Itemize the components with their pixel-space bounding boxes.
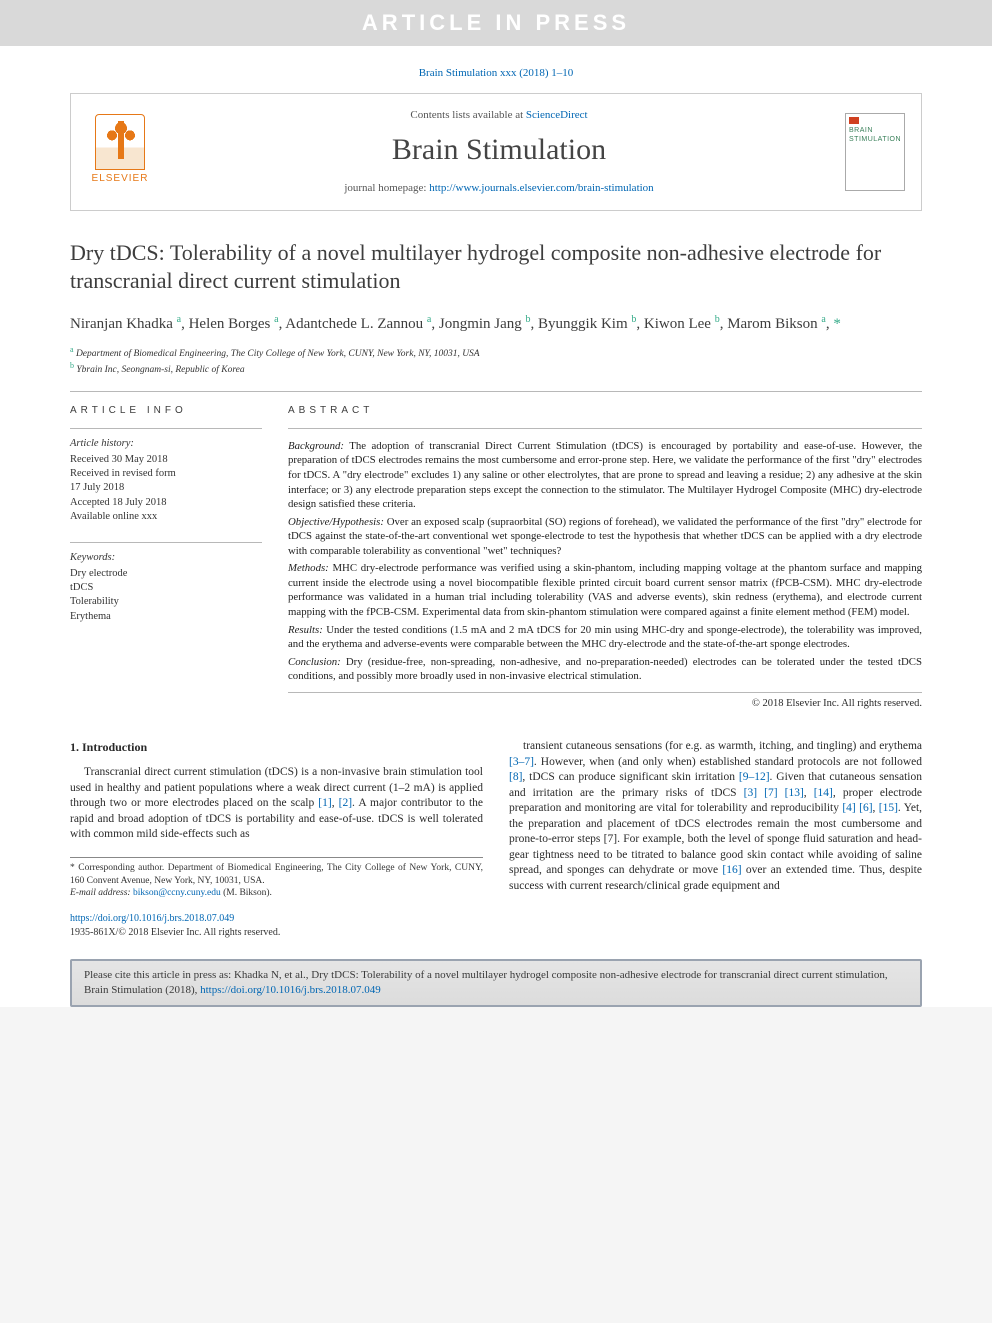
citation-top: Brain Stimulation xxx (2018) 1–10 (70, 66, 922, 81)
abstract-section: Results: Under the tested conditions (1.… (288, 623, 922, 652)
abstract-heading: ABSTRACT (288, 404, 922, 418)
elsevier-tree-icon (95, 114, 145, 170)
abstract-section: Objective/Hypothesis: Over an exposed sc… (288, 515, 922, 559)
keywords-block: Keywords: Dry electrodetDCSTolerabilityE… (70, 542, 262, 624)
email-link[interactable]: bikson@ccny.cuny.edu (133, 888, 221, 898)
info-abstract-row: ARTICLE INFO Article history: Received 3… (70, 404, 922, 711)
doi-link[interactable]: https://doi.org/10.1016/j.brs.2018.07.04… (70, 913, 234, 924)
cover-brand1: BRAIN (849, 126, 901, 135)
history-line: Received 30 May 2018 (70, 453, 262, 467)
doi-block: https://doi.org/10.1016/j.brs.2018.07.04… (70, 912, 483, 939)
citation-ref[interactable]: [3] (744, 787, 757, 799)
citation-ref[interactable]: [7] (764, 787, 777, 799)
homepage-link[interactable]: http://www.journals.elsevier.com/brain-s… (429, 182, 653, 194)
intro-para-1: Transcranial direct current stimulation … (70, 765, 483, 843)
citation-ref[interactable]: [13] (785, 787, 804, 799)
homepage-line: journal homepage: http://www.journals.el… (167, 181, 831, 196)
page-content: Brain Stimulation xxx (2018) 1–10 ELSEVI… (0, 46, 992, 950)
homepage-prefix: journal homepage: (344, 182, 429, 194)
article-in-press-banner: ARTICLE IN PRESS (0, 0, 992, 46)
history-line: Available online xxx (70, 510, 262, 524)
citation-ref[interactable]: [2] (339, 797, 352, 809)
article-info-col: ARTICLE INFO Article history: Received 3… (70, 404, 262, 711)
page-root: ARTICLE IN PRESS Brain Stimulation xxx (… (0, 0, 992, 1007)
email-line: E-mail address: bikson@ccny.cuny.edu (M.… (70, 887, 483, 900)
author: Jongmin Jang b (439, 316, 531, 332)
intro-heading: 1. Introduction (70, 739, 483, 755)
corr-text: Corresponding author. Department of Biom… (70, 863, 483, 886)
citation-ref[interactable]: [8] (509, 771, 522, 783)
body-columns: 1. Introduction Transcranial direct curr… (70, 739, 922, 939)
email-name: (M. Bikson). (223, 888, 272, 898)
email-label: E-mail address: (70, 888, 131, 898)
issn-line: 1935-861X/© 2018 Elsevier Inc. All right… (70, 927, 280, 938)
cover-brand2: STIMULATION (849, 135, 901, 144)
journal-center: Contents lists available at ScienceDirec… (167, 108, 831, 196)
citation-ref[interactable]: [15] (879, 802, 898, 814)
affiliation-a-text: Department of Biomedical Engineering, Th… (76, 350, 480, 360)
abstract-body: Background: The adoption of transcranial… (288, 428, 922, 684)
keyword: tDCS (70, 581, 262, 595)
citation-ref[interactable]: [1] (318, 797, 331, 809)
keyword-lines: Dry electrodetDCSTolerabilityErythema (70, 567, 262, 624)
author: Niranjan Khadka a (70, 316, 181, 332)
contents-prefix: Contents lists available at (410, 109, 525, 121)
cite-this-article-box: Please cite this article in press as: Kh… (70, 959, 922, 1007)
article-info-heading: ARTICLE INFO (70, 404, 262, 418)
article-history: Article history: Received 30 May 2018Rec… (70, 428, 262, 524)
citation-ref[interactable]: [9–12] (739, 771, 770, 783)
affiliation-b: b Ybrain Inc, Seongnam-si, Republic of K… (70, 361, 922, 377)
elsevier-logo: ELSEVIER (87, 114, 153, 190)
affiliations: a Department of Biomedical Engineering, … (70, 345, 922, 377)
corresponding-note: * Corresponding author. Department of Bi… (70, 862, 483, 888)
elsevier-label: ELSEVIER (92, 172, 149, 186)
abstract-section: Methods: MHC dry-electrode performance w… (288, 561, 922, 619)
history-line: 17 July 2018 (70, 481, 262, 495)
keywords-label: Keywords: (70, 551, 262, 565)
author: Helen Borges a (189, 316, 279, 332)
sciencedirect-link[interactable]: ScienceDirect (526, 109, 588, 121)
footnotes: * Corresponding author. Department of Bi… (70, 857, 483, 900)
separator (70, 391, 922, 392)
keyword: Erythema (70, 610, 262, 624)
history-line: Received in revised form (70, 467, 262, 481)
affiliation-b-text: Ybrain Inc, Seongnam-si, Republic of Kor… (76, 366, 244, 376)
intro-para-2: transient cutaneous sensations (for e.g.… (509, 739, 922, 894)
abstract-copyright: © 2018 Elsevier Inc. All rights reserved… (288, 692, 922, 711)
history-lines: Received 30 May 2018Received in revised … (70, 453, 262, 524)
journal-header-box: ELSEVIER Contents lists available at Sci… (70, 93, 922, 211)
citation-ref[interactable]: [4] (842, 802, 855, 814)
keyword: Dry electrode (70, 567, 262, 581)
author: Kiwon Lee b (644, 316, 720, 332)
article-title: Dry tDCS: Tolerability of a novel multil… (70, 239, 922, 296)
journal-title: Brain Stimulation (167, 130, 831, 171)
abstract-section: Background: The adoption of transcranial… (288, 439, 922, 512)
keyword: Tolerability (70, 595, 262, 609)
body-col-right: transient cutaneous sensations (for e.g.… (509, 739, 922, 939)
contents-line: Contents lists available at ScienceDirec… (167, 108, 831, 123)
abstract-col: ABSTRACT Background: The adoption of tra… (288, 404, 922, 711)
cover-flag-icon (849, 117, 859, 124)
body-col-left: 1. Introduction Transcranial direct curr… (70, 739, 483, 939)
citation-ref[interactable]: [3–7] (509, 756, 534, 768)
author: Adantchede L. Zannou a (285, 316, 431, 332)
citation-ref[interactable]: [6] (859, 802, 872, 814)
cite-box-doi-link[interactable]: https://doi.org/10.1016/j.brs.2018.07.04… (200, 984, 381, 996)
abstract-section: Conclusion: Dry (residue-free, non-sprea… (288, 655, 922, 684)
author: Byunggik Kim b (538, 316, 636, 332)
affiliation-a: a Department of Biomedical Engineering, … (70, 345, 922, 361)
history-line: Accepted 18 July 2018 (70, 496, 262, 510)
citation-ref[interactable]: [16] (722, 864, 741, 876)
author: Marom Bikson a, * (727, 316, 841, 332)
journal-cover-thumb: BRAIN STIMULATION (845, 113, 905, 191)
citation-ref[interactable]: [14] (814, 787, 833, 799)
authors-list: Niranjan Khadka a, Helen Borges a, Adant… (70, 312, 922, 336)
history-label: Article history: (70, 437, 262, 451)
